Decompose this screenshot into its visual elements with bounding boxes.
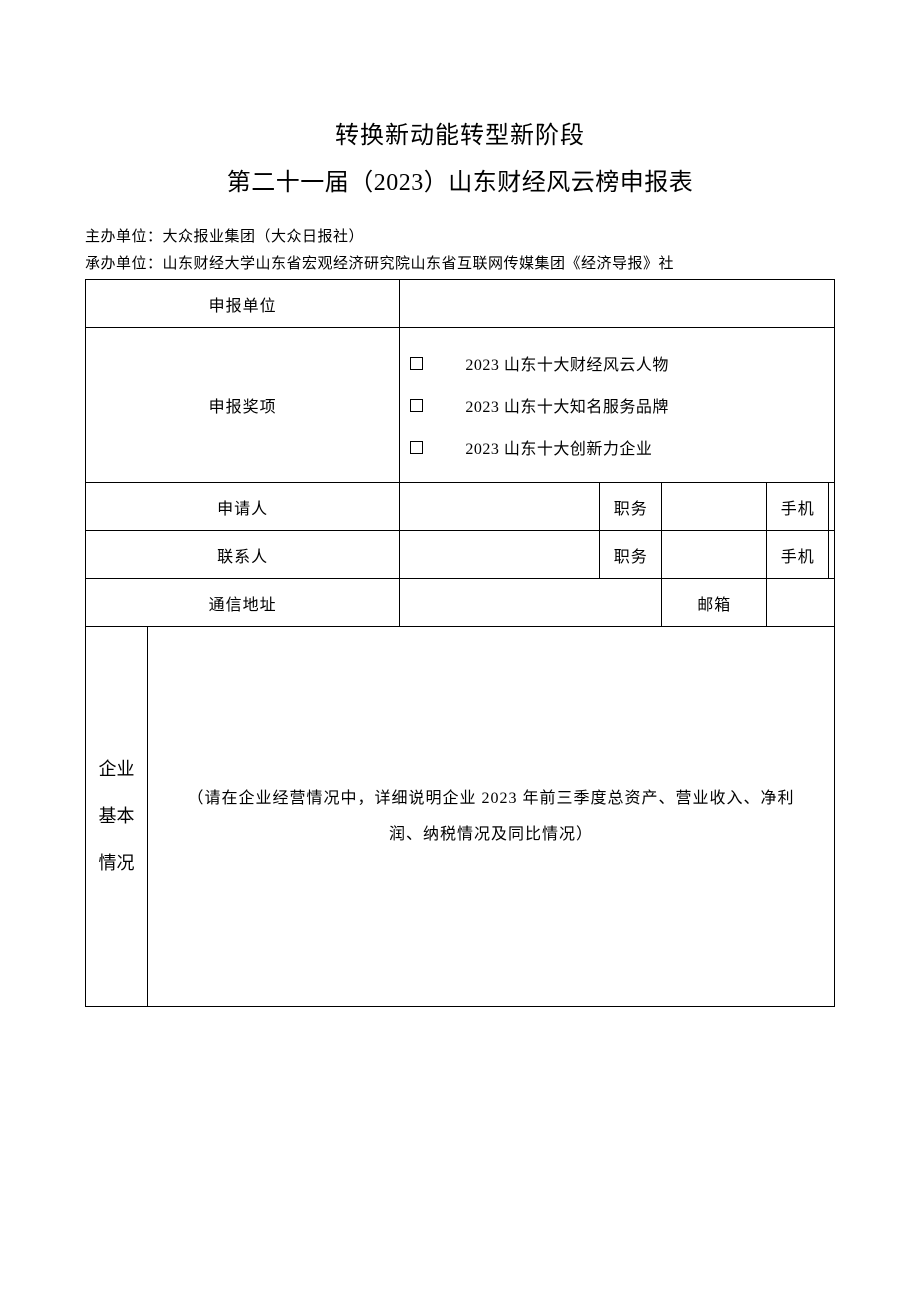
award-label-3: 2023 山东十大创新力企业 <box>465 435 652 459</box>
address-value-cell[interactable] <box>400 579 662 627</box>
company-info-hint: （请在企业经营情况中，详细说明企业 2023 年前三季度总资产、营业收入、净利润… <box>178 781 804 851</box>
company-info-label-cell: 企业 基本 情况 <box>86 627 148 1007</box>
unit-value-cell[interactable] <box>400 280 835 328</box>
applicant-value-cell[interactable] <box>400 483 600 531</box>
company-info-label-1: 企业 <box>86 746 147 793</box>
email-value-cell[interactable] <box>767 579 835 627</box>
applicant-position-value-cell[interactable] <box>662 483 767 531</box>
title-line-1: 转换新动能转型新阶段 <box>85 115 835 150</box>
checkbox-icon[interactable] <box>410 357 423 370</box>
contact-position-label-cell: 职务 <box>600 531 662 579</box>
table-row-contact: 联系人 职务 手机 <box>86 531 835 579</box>
applicant-label-cell: 申请人 <box>86 483 400 531</box>
award-option-1[interactable]: 2023 山东十大财经风云人物 <box>408 342 826 384</box>
checkbox-icon[interactable] <box>410 399 423 412</box>
undertake-value: 山东财经大学山东省宏观经济研究院山东省互联网传媒集团《经济导报》社 <box>163 256 675 272</box>
email-label-cell: 邮箱 <box>662 579 767 627</box>
table-row-applicant: 申请人 职务 手机 <box>86 483 835 531</box>
table-row-awards: 申报奖项 2023 山东十大财经风云人物 2023 山东十大知名服务品牌 202… <box>86 328 835 483</box>
unit-label-cell: 申报单位 <box>86 280 400 328</box>
contact-phone-label-cell: 手机 <box>767 531 829 579</box>
award-label-1: 2023 山东十大财经风云人物 <box>465 351 669 375</box>
company-info-value-cell[interactable]: （请在企业经营情况中，详细说明企业 2023 年前三季度总资产、营业收入、净利润… <box>148 627 835 1007</box>
table-row-address: 通信地址 邮箱 <box>86 579 835 627</box>
host-label: 主办单位： <box>85 229 163 245</box>
table-row-company-info: 企业 基本 情况 （请在企业经营情况中，详细说明企业 2023 年前三季度总资产… <box>86 627 835 1007</box>
document-title-block: 转换新动能转型新阶段 第二十一届（2023）山东财经风云榜申报表 <box>85 115 835 197</box>
awards-cell: 2023 山东十大财经风云人物 2023 山东十大知名服务品牌 2023 山东十… <box>400 328 835 483</box>
host-line: 主办单位：大众报业集团（大众日报社） <box>85 225 835 251</box>
address-label-cell: 通信地址 <box>86 579 400 627</box>
application-form-table: 申报单位 申报奖项 2023 山东十大财经风云人物 2023 山东十大知名服务品… <box>85 279 835 1007</box>
applicant-phone-label-cell: 手机 <box>767 483 829 531</box>
award-label-2: 2023 山东十大知名服务品牌 <box>465 393 669 417</box>
organizer-block: 主办单位：大众报业集团（大众日报社） 承办单位：山东财经大学山东省宏观经济研究院… <box>85 225 835 277</box>
company-info-label-3: 情况 <box>86 840 147 887</box>
undertake-line: 承办单位：山东财经大学山东省宏观经济研究院山东省互联网传媒集团《经济导报》社 <box>85 252 835 278</box>
contact-position-value-cell[interactable] <box>662 531 767 579</box>
title-line-2: 第二十一届（2023）山东财经风云榜申报表 <box>85 162 835 197</box>
checkbox-icon[interactable] <box>410 441 423 454</box>
award-option-2[interactable]: 2023 山东十大知名服务品牌 <box>408 384 826 426</box>
contact-value-cell[interactable] <box>400 531 600 579</box>
award-option-3[interactable]: 2023 山东十大创新力企业 <box>408 426 826 468</box>
contact-label-cell: 联系人 <box>86 531 400 579</box>
contact-phone-value-cell[interactable] <box>829 531 835 579</box>
applicant-phone-value-cell[interactable] <box>829 483 835 531</box>
applicant-position-label-cell: 职务 <box>600 483 662 531</box>
award-label-cell: 申报奖项 <box>86 328 400 483</box>
table-row-unit: 申报单位 <box>86 280 835 328</box>
host-value: 大众报业集团（大众日报社） <box>163 229 365 245</box>
company-info-label-2: 基本 <box>86 793 147 840</box>
undertake-label: 承办单位： <box>85 256 163 272</box>
